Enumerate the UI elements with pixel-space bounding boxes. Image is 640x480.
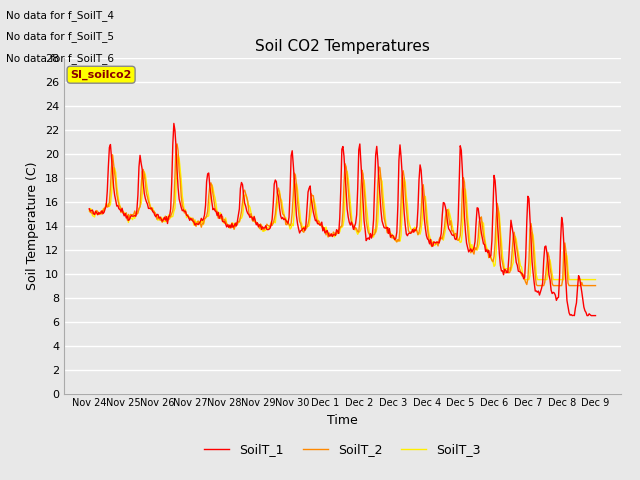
SoilT_3 (86, 208, 93, 214)
Y-axis label: Soil Temperature (C): Soil Temperature (C) (26, 161, 39, 290)
SoilT_1 (244, 211, 252, 216)
SoilT_2 (394, 237, 402, 242)
SoilT_3 (174, 152, 182, 158)
SoilT_3 (394, 238, 402, 244)
SoilT_1 (86, 206, 93, 212)
SoilT_1 (370, 217, 378, 223)
SoilT_1 (300, 225, 308, 231)
Title: Soil CO2 Temperatures: Soil CO2 Temperatures (255, 39, 430, 54)
SoilT_2 (300, 229, 308, 235)
SoilT_3 (370, 234, 378, 240)
SoilT_1 (394, 203, 402, 209)
SoilT_2 (458, 188, 466, 193)
SoilT_3 (244, 202, 252, 208)
X-axis label: Time: Time (327, 414, 358, 427)
Text: No data for f_SoilT_5: No data for f_SoilT_5 (6, 31, 115, 42)
SoilT_1 (591, 313, 599, 319)
SoilT_1 (568, 313, 576, 319)
Line: SoilT_3: SoilT_3 (90, 155, 595, 279)
Text: SI_soilco2: SI_soilco2 (70, 70, 132, 80)
Text: No data for f_SoilT_4: No data for f_SoilT_4 (6, 10, 115, 21)
SoilT_3 (521, 276, 529, 282)
SoilT_1 (546, 277, 554, 283)
SoilT_2 (86, 206, 93, 212)
SoilT_3 (547, 264, 555, 270)
SoilT_3 (591, 276, 599, 282)
SoilT_3 (300, 224, 308, 229)
SoilT_2 (547, 271, 555, 277)
SoilT_2 (244, 199, 252, 204)
SoilT_1 (170, 120, 178, 126)
SoilT_1 (458, 167, 466, 172)
Legend: SoilT_1, SoilT_2, SoilT_3: SoilT_1, SoilT_2, SoilT_3 (200, 438, 485, 461)
Text: No data for f_SoilT_6: No data for f_SoilT_6 (6, 53, 115, 64)
SoilT_3 (458, 228, 466, 234)
Line: SoilT_2: SoilT_2 (90, 144, 595, 286)
SoilT_2 (173, 141, 181, 147)
SoilT_2 (534, 283, 541, 288)
SoilT_2 (370, 232, 378, 238)
SoilT_2 (591, 283, 599, 288)
Line: SoilT_1: SoilT_1 (90, 123, 595, 316)
